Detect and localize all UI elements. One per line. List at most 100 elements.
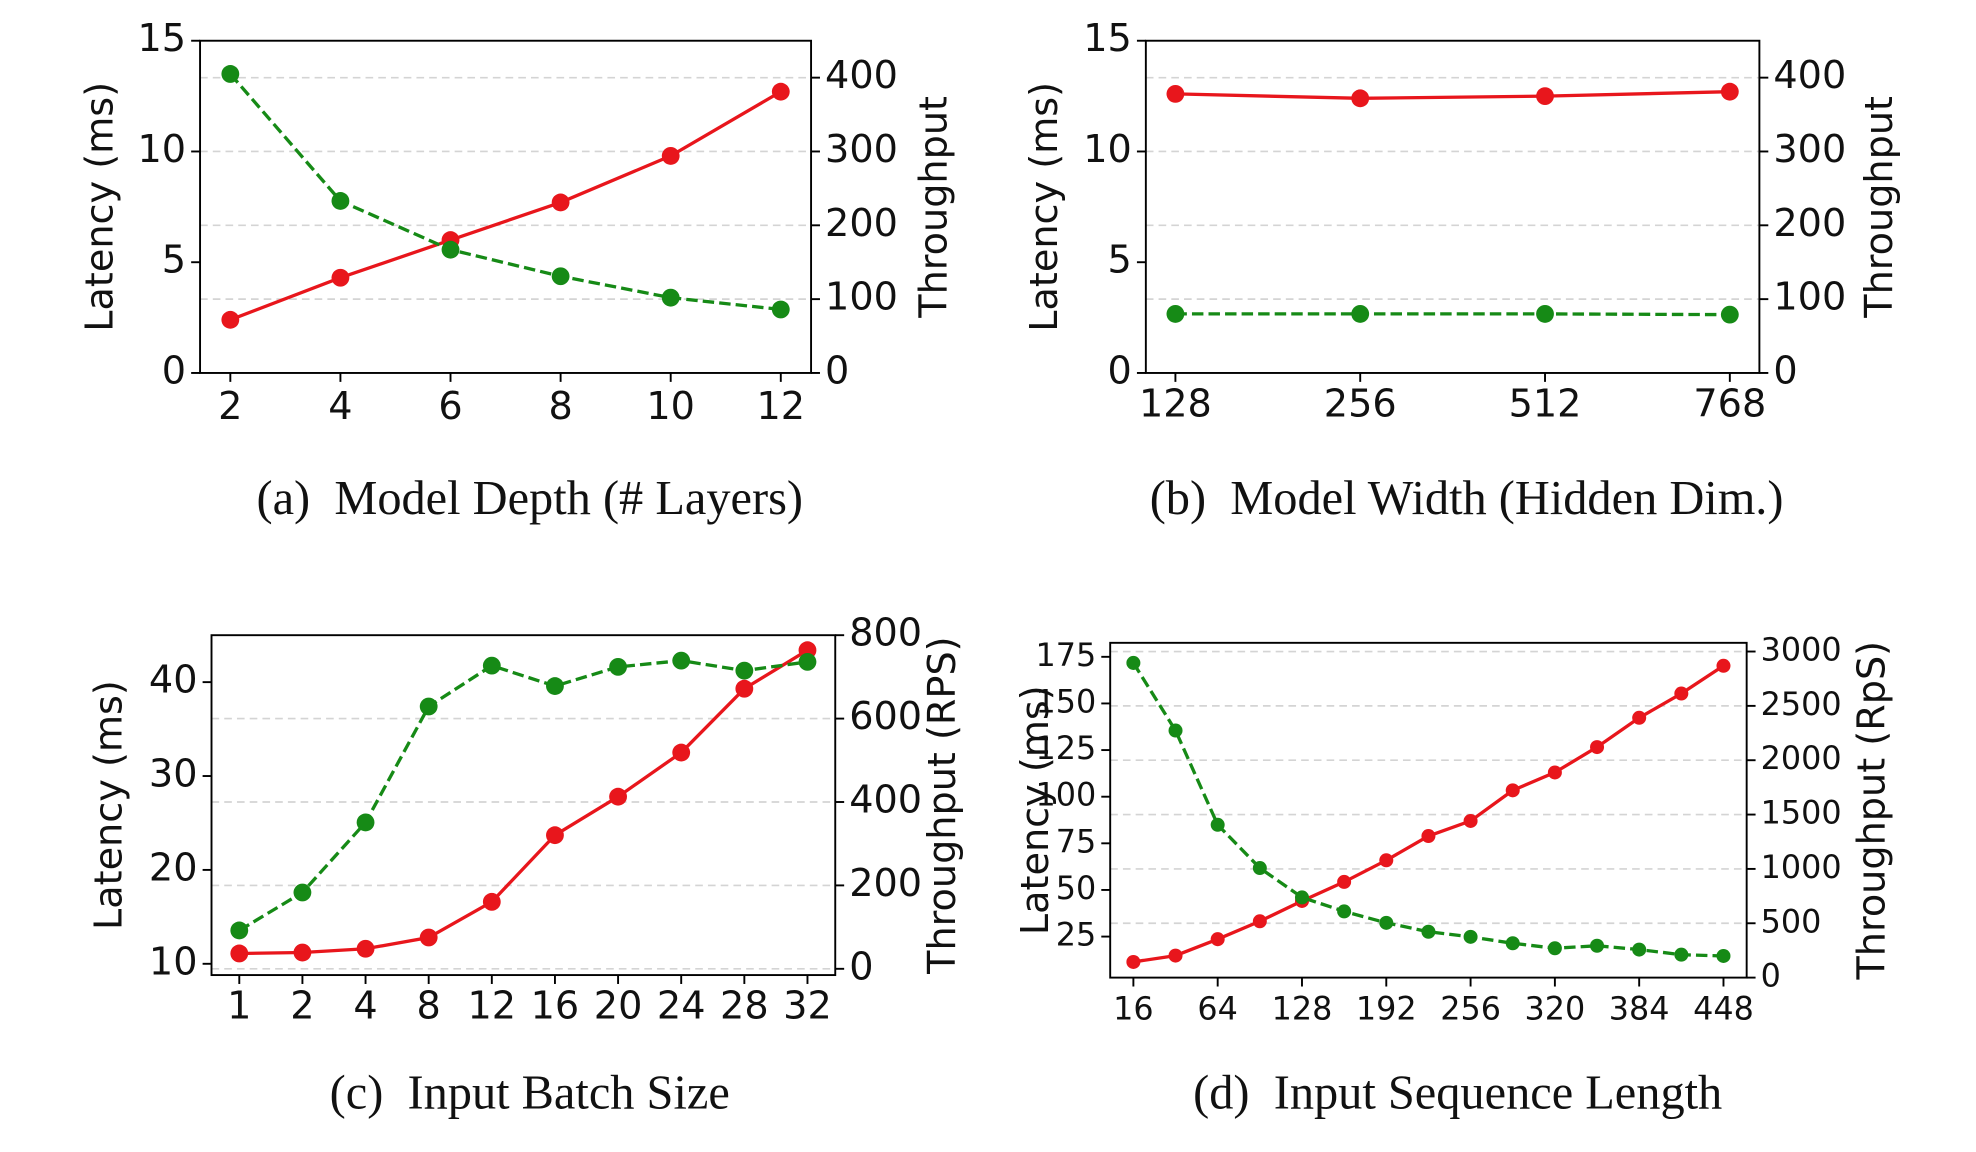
series-line bbox=[1175, 312, 1730, 317]
x-tick-label: 128 bbox=[1272, 990, 1333, 1028]
marker bbox=[771, 300, 790, 319]
marker bbox=[1674, 947, 1689, 962]
marker bbox=[221, 310, 240, 329]
y-tick-label: 40 bbox=[149, 659, 198, 703]
y-tick-label: 15 bbox=[1083, 17, 1132, 61]
x-tick-label: 384 bbox=[1609, 990, 1670, 1028]
y-tick-label: 175 bbox=[1035, 636, 1096, 674]
y-tick-label: 10 bbox=[137, 128, 186, 172]
marker bbox=[1536, 87, 1554, 106]
marker bbox=[356, 939, 375, 958]
x-tick-label: 256 bbox=[1440, 990, 1501, 1028]
marker bbox=[1166, 84, 1185, 103]
marker bbox=[1632, 710, 1647, 725]
marker bbox=[1590, 740, 1605, 755]
marker bbox=[1716, 948, 1731, 963]
marker bbox=[1126, 655, 1141, 670]
marker bbox=[1210, 817, 1225, 832]
x-tick-label: 448 bbox=[1693, 990, 1754, 1028]
x-tick-label: 4 bbox=[353, 985, 377, 1029]
marker bbox=[419, 928, 438, 947]
x-tick-label: 10 bbox=[646, 385, 695, 429]
x-tick-label: 64 bbox=[1197, 990, 1237, 1028]
marker bbox=[1379, 915, 1394, 930]
y2-tick-label: 300 bbox=[1773, 128, 1846, 172]
x-tick-label: 12 bbox=[756, 385, 805, 429]
marker bbox=[735, 679, 754, 698]
x-tick-label: 768 bbox=[1693, 383, 1766, 427]
marker bbox=[230, 944, 249, 963]
marker bbox=[1351, 304, 1370, 323]
marker bbox=[1463, 813, 1478, 828]
x-tick-label: 20 bbox=[594, 985, 643, 1029]
y2-tick-label: 100 bbox=[825, 276, 898, 320]
y-tick-label: 25 bbox=[1056, 916, 1096, 954]
y2-tick-label: 800 bbox=[849, 612, 922, 656]
marker bbox=[1166, 304, 1185, 323]
marker bbox=[661, 146, 680, 165]
y2-tick-label: 0 bbox=[849, 945, 873, 989]
series-line bbox=[229, 72, 781, 312]
y-tick-label: 0 bbox=[162, 349, 186, 393]
x-tick-label: 16 bbox=[1113, 990, 1153, 1028]
y2-tick-label: 200 bbox=[849, 862, 922, 906]
y2-tick-label: 2500 bbox=[1761, 685, 1842, 723]
y-tick-label: 20 bbox=[149, 846, 198, 890]
marker bbox=[1505, 783, 1520, 798]
x-tick-label: 24 bbox=[657, 985, 706, 1029]
marker bbox=[1421, 829, 1436, 844]
marker bbox=[356, 813, 375, 832]
x-tick-label: 128 bbox=[1139, 383, 1212, 427]
y2-tick-label: 600 bbox=[849, 695, 922, 739]
y-tick-label: 5 bbox=[1108, 239, 1132, 283]
y2-tick-label: 0 bbox=[1761, 957, 1781, 995]
marker bbox=[1168, 723, 1183, 738]
marker bbox=[331, 268, 350, 287]
y2-tick-label: 1000 bbox=[1761, 848, 1842, 886]
y-axis-label: Latency (ms) bbox=[1014, 685, 1058, 935]
x-tick-label: 8 bbox=[548, 385, 572, 429]
y-tick-label: 10 bbox=[1083, 128, 1132, 172]
x-tick-label: 512 bbox=[1509, 383, 1582, 427]
x-tick-label: 6 bbox=[438, 385, 462, 429]
y2-tick-label: 100 bbox=[1773, 276, 1846, 320]
series-line bbox=[229, 90, 782, 322]
y-tick-label: 125 bbox=[1035, 729, 1096, 767]
marker bbox=[1547, 765, 1562, 780]
series-line bbox=[1175, 90, 1730, 100]
plot-frame bbox=[1109, 641, 1748, 979]
marker bbox=[1351, 89, 1370, 108]
marker bbox=[1252, 861, 1267, 876]
y2-tick-label: 300 bbox=[825, 128, 898, 172]
marker bbox=[1463, 929, 1478, 944]
subplot: 0 5 10 15 0 100 200 300 400 2 4 6 8 10 12 Latency (ms) T… bbox=[79, 17, 957, 525]
series-line bbox=[238, 658, 808, 932]
y-tick-label: 0 bbox=[1108, 349, 1132, 393]
marker bbox=[331, 192, 350, 210]
marker bbox=[551, 267, 570, 286]
marker bbox=[482, 892, 501, 911]
x-tick-label: 192 bbox=[1356, 990, 1417, 1028]
caption: (c) Input Batch Size bbox=[330, 1066, 730, 1119]
y2-axis-label: Throughput bbox=[912, 96, 956, 319]
y-tick-label: 15 bbox=[137, 17, 186, 61]
marker bbox=[419, 697, 438, 716]
x-tick-label: 320 bbox=[1525, 990, 1586, 1028]
y-axis-label: Latency (ms) bbox=[1023, 82, 1067, 332]
marker bbox=[1720, 305, 1739, 324]
subplot: 25 50 75 100 125 150 175 0 500 1000 1500 2000 2500 30… bbox=[1014, 631, 1894, 1120]
marker bbox=[1337, 874, 1352, 889]
marker bbox=[1674, 686, 1689, 701]
y2-tick-label: 400 bbox=[825, 54, 898, 98]
y2-tick-label: 0 bbox=[1773, 349, 1797, 393]
marker bbox=[293, 883, 312, 902]
y2-axis-label: Throughput (RPS) bbox=[921, 636, 965, 974]
marker bbox=[661, 288, 680, 307]
marker bbox=[1547, 941, 1562, 956]
x-tick-label: 1 bbox=[227, 985, 251, 1029]
series-line bbox=[239, 648, 809, 956]
x-tick-label: 256 bbox=[1324, 383, 1397, 427]
marker bbox=[221, 65, 240, 83]
